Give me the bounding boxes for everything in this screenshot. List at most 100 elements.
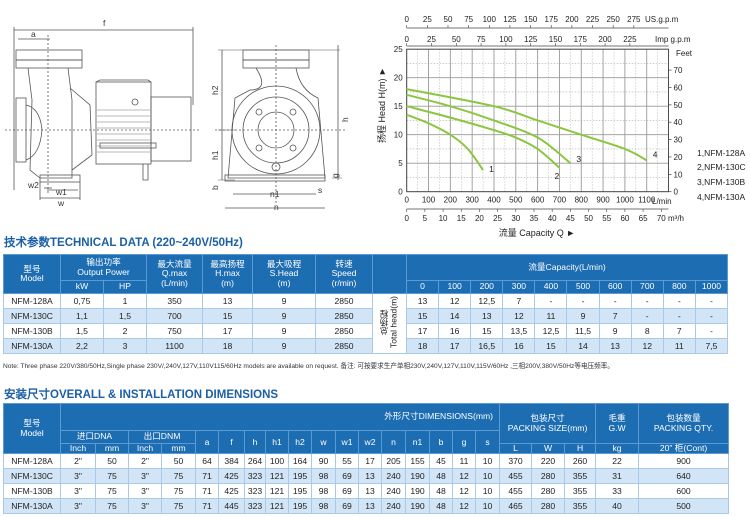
cell: 195 bbox=[288, 498, 312, 515]
cell: 69 bbox=[335, 498, 359, 515]
m3h-tick-label: 55 bbox=[602, 214, 611, 223]
dim-label-a: a bbox=[31, 29, 36, 39]
cell-head: 14 bbox=[438, 308, 472, 324]
cell: 100 bbox=[265, 453, 289, 470]
cell-model: NFM-130C bbox=[3, 308, 61, 324]
th-dim-f: f bbox=[218, 429, 245, 455]
dim-label-h1: h1 bbox=[210, 150, 220, 160]
x-tick-label: 0 bbox=[404, 196, 409, 205]
th-inlet-dna: 进口DNA bbox=[60, 430, 129, 444]
cell-head: 12 bbox=[438, 293, 472, 309]
th-dim-h: h bbox=[244, 429, 266, 455]
cell-hp: 2 bbox=[102, 323, 148, 339]
cell-speed: 2850 bbox=[315, 308, 374, 324]
cell-q: 750 bbox=[146, 323, 204, 339]
us-gpm-tick-label: 50 bbox=[444, 15, 453, 24]
imp-gpm-tick-label: 200 bbox=[598, 35, 612, 44]
th-capacity-point: 200 bbox=[470, 280, 504, 294]
x-tick-label: 300 bbox=[465, 196, 479, 205]
cell: 260 bbox=[564, 453, 597, 470]
m3h-tick-label: 40 bbox=[548, 214, 557, 223]
cell-head: - bbox=[566, 293, 600, 309]
th-capacity-point: 300 bbox=[502, 280, 536, 294]
total-head-label: 总扬程 Total head(m) bbox=[372, 293, 408, 354]
th-dim-n: n bbox=[381, 429, 406, 455]
cell-head: 13 bbox=[598, 338, 632, 354]
curve-label-2: 2 bbox=[554, 171, 559, 181]
cell: 600 bbox=[638, 483, 730, 500]
cell-head: 12 bbox=[502, 308, 536, 324]
table-row: NFM-130A 3" 75 3" 75 71 445 323 121 195 98 69 13 240 1… bbox=[3, 498, 730, 515]
th-hmax: 最高扬程 H.max (m) bbox=[202, 254, 254, 294]
cell: 69 bbox=[335, 468, 359, 485]
cell-q: 700 bbox=[146, 308, 204, 324]
cell: 13 bbox=[358, 468, 382, 485]
x-unit-label: L/min bbox=[652, 197, 672, 206]
cell-head: 7 bbox=[662, 323, 696, 339]
cell: 48 bbox=[429, 483, 453, 500]
m3h-tick-label: 15 bbox=[457, 214, 466, 223]
curve-series-1 bbox=[406, 113, 484, 171]
cell-head: - bbox=[534, 293, 568, 309]
cell: 323 bbox=[244, 468, 266, 485]
us-gpm-tick-label: 275 bbox=[627, 15, 641, 24]
dim-label-f: f bbox=[103, 18, 106, 28]
cell: 71 bbox=[195, 483, 219, 500]
cell-s: 9 bbox=[252, 293, 317, 309]
curve-label-4: 4 bbox=[653, 149, 658, 159]
cell-head: - bbox=[662, 308, 696, 324]
th-dim-w2: w2 bbox=[358, 429, 382, 455]
cell: 98 bbox=[311, 483, 336, 500]
cell-head: 11 bbox=[534, 308, 568, 324]
th-dim-n1: n1 bbox=[405, 429, 430, 455]
cell: 3" bbox=[128, 498, 162, 515]
th-model: 型号 Model bbox=[3, 254, 61, 294]
cell-hp: 1 bbox=[102, 293, 148, 309]
dim-label-w1: w1 bbox=[55, 187, 67, 197]
th-capacity-point: 600 bbox=[598, 280, 632, 294]
x-tick-label: 600 bbox=[531, 196, 545, 205]
us-gpm-tick-label: 0 bbox=[404, 15, 409, 24]
th-gross-weight: 毛重 G.W bbox=[595, 403, 640, 444]
cell-head: 17 bbox=[438, 338, 472, 354]
pump-dimension-drawing: f a w2 w1 w h2 h h1 b n1 n g s bbox=[5, 18, 350, 212]
cell: 121 bbox=[265, 498, 289, 515]
us-gpm-tick-label: 125 bbox=[503, 15, 517, 24]
cell: 75 bbox=[161, 498, 196, 515]
cell-head: 14 bbox=[566, 338, 600, 354]
cell: NFM-130B bbox=[3, 483, 61, 500]
th-dim-w1: w1 bbox=[335, 429, 359, 455]
cell: 155 bbox=[405, 453, 430, 470]
curve-series-3 bbox=[406, 93, 571, 164]
imp-gpm-tick-label: 175 bbox=[574, 35, 588, 44]
cell: 465 bbox=[499, 498, 533, 515]
y-tick-label: 15 bbox=[394, 102, 403, 111]
cell: 640 bbox=[638, 468, 730, 485]
cell: 240 bbox=[381, 498, 406, 515]
cell: 10 bbox=[474, 498, 501, 515]
cell-head: 7,5 bbox=[694, 338, 729, 354]
cell-head: 15 bbox=[534, 338, 568, 354]
y-axis-label: 扬程 Head H(m) ► bbox=[376, 67, 387, 143]
cell-q: 350 bbox=[146, 293, 204, 309]
us-gpm-label: US.g.p.m bbox=[645, 15, 679, 24]
th-packing-qty: 包装数量 PACKING QTY. bbox=[638, 403, 730, 444]
cell-head: 11,5 bbox=[566, 323, 600, 339]
cell-head: - bbox=[694, 323, 729, 339]
th-capacity-point: 1000 bbox=[694, 280, 729, 294]
cell: 98 bbox=[311, 468, 336, 485]
cell-head: 9 bbox=[598, 323, 632, 339]
m3h-tick-label: 60 bbox=[620, 214, 629, 223]
th-hp: HP bbox=[102, 280, 148, 294]
imp-gpm-tick-label: 75 bbox=[477, 35, 486, 44]
cell-speed: 2850 bbox=[315, 338, 374, 354]
y-tick-label: 25 bbox=[394, 45, 403, 54]
m3h-tick-label: 70 bbox=[657, 214, 666, 223]
th-kg: kg bbox=[595, 442, 640, 455]
dim-label-w2: w2 bbox=[27, 180, 39, 190]
cell: 12 bbox=[452, 498, 476, 515]
imp-gpm-tick-label: 100 bbox=[499, 35, 513, 44]
cell-kw: 0,75 bbox=[60, 293, 104, 309]
cell: 22 bbox=[595, 453, 640, 470]
